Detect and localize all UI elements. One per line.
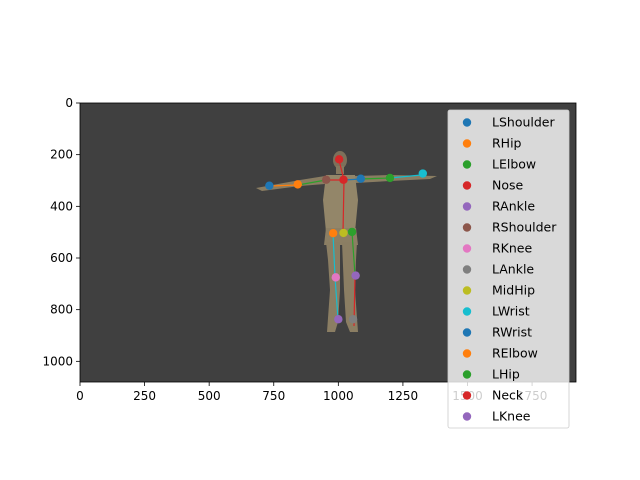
legend-marker (462, 202, 472, 211)
point-rknee (331, 273, 340, 282)
point-rankle (334, 315, 343, 324)
legend-marker (462, 181, 472, 190)
data-points (265, 155, 428, 324)
y-tick-label: 0 (65, 96, 73, 110)
legend-marker (462, 391, 472, 400)
legend-marker (462, 286, 472, 295)
legend-marker (462, 307, 472, 316)
legend-label: RHip (492, 136, 522, 151)
legend-marker (462, 349, 472, 358)
y-axis-ticks: 0 200 400 600 800 1000 (42, 96, 80, 368)
point-lankle (348, 315, 358, 324)
x-tick-label: 0 (76, 389, 84, 403)
point-rhip (328, 229, 338, 238)
x-tick-label: 1250 (388, 389, 419, 403)
point-lhip (347, 227, 357, 237)
legend-label: LHip (492, 367, 520, 382)
legend-label: LAnkle (492, 262, 534, 277)
point-lelbow (385, 173, 395, 183)
legend-label: MidHip (492, 283, 535, 298)
point-midhip (339, 228, 348, 238)
legend-label: LKnee (492, 409, 531, 424)
legend-box (447, 109, 570, 429)
point-rshoulder (321, 175, 331, 184)
point-rwrist (265, 181, 274, 190)
y-tick-label: 400 (50, 199, 73, 213)
point-relbow (293, 180, 302, 189)
legend-marker (462, 160, 472, 169)
point-lshoulder (356, 174, 366, 183)
legend-marker (462, 223, 472, 232)
legend-marker (462, 412, 472, 421)
y-tick-label: 600 (50, 251, 73, 265)
legend-marker (462, 118, 472, 127)
x-tick-label: 250 (133, 389, 156, 403)
legend-marker (462, 244, 472, 253)
legend-label: LWrist (492, 304, 530, 319)
x-tick-label: 500 (198, 389, 221, 403)
legend-label: LShoulder (492, 115, 555, 130)
legend-marker (462, 265, 472, 274)
point-neck (339, 175, 348, 184)
skeleton-lines (269, 159, 422, 327)
x-tick-label: 1000 (323, 389, 354, 403)
legend-label: RKnee (492, 241, 532, 256)
legend-marker (462, 370, 472, 379)
legend: LShoulder RHip LElbow Nose RAnkle RShoulder RK… (447, 109, 570, 429)
y-tick-label: 200 (50, 148, 73, 162)
legend-label: Nose (492, 178, 524, 193)
axes-frame (79, 102, 577, 383)
legend-label: Neck (492, 388, 524, 403)
point-lknee (351, 271, 360, 280)
y-tick-label: 1000 (42, 354, 73, 368)
legend-marker (462, 328, 472, 337)
legend-label: RAnkle (492, 199, 535, 214)
legend-label: LElbow (492, 157, 536, 172)
legend-marker (462, 139, 472, 148)
x-tick-label: 750 (262, 389, 285, 403)
point-lwrist (418, 169, 428, 178)
legend-label: RShoulder (492, 220, 557, 235)
point-nose (334, 155, 344, 164)
legend-label: RElbow (492, 346, 538, 361)
y-tick-label: 800 (50, 303, 73, 317)
legend-label: RWrist (492, 325, 532, 340)
